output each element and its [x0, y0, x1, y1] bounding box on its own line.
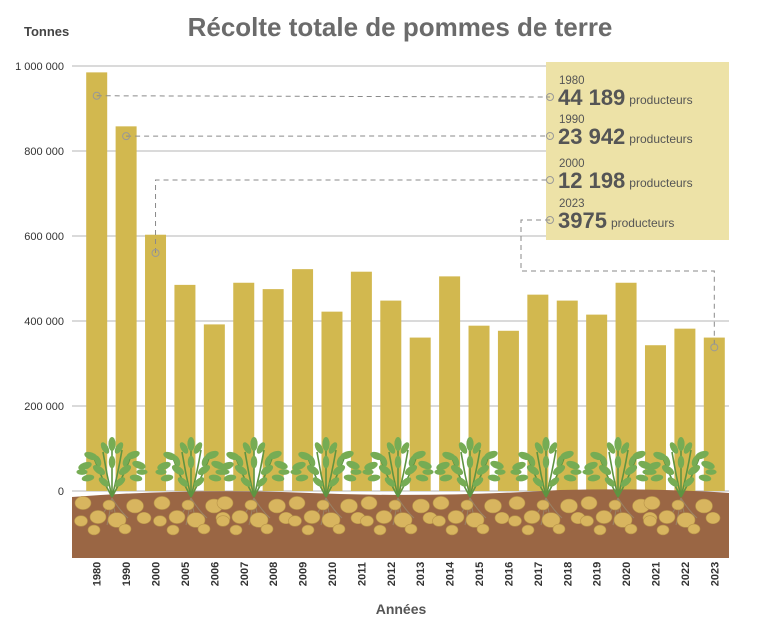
annotation-value: 44 189	[558, 85, 625, 110]
bar	[262, 289, 284, 491]
potato-plant-icon	[360, 437, 438, 536]
annotation-year: 1980	[559, 75, 585, 87]
x-axis-label: Années	[376, 601, 427, 617]
annotation-value: 12 198	[558, 168, 625, 193]
x-tick-label: 1980	[92, 562, 104, 586]
potato-plant-icon	[432, 437, 510, 536]
x-tick-label: 2015	[474, 562, 486, 586]
bar	[145, 234, 167, 491]
bar	[497, 330, 519, 491]
bar	[586, 314, 608, 491]
bar	[203, 324, 225, 491]
x-tick-label: 2006	[209, 562, 221, 586]
x-tick-label: 1990	[121, 562, 133, 586]
annotation-unit: producteurs	[629, 93, 692, 107]
y-tick-label: 200 000	[24, 401, 64, 413]
annotation-leader-line	[155, 179, 550, 253]
bar	[86, 72, 108, 491]
y-tick-label: 600 000	[24, 231, 64, 243]
bar	[615, 282, 637, 491]
x-tick-label: 2008	[268, 562, 280, 586]
annotation-value: 3975	[558, 208, 607, 233]
bar	[556, 300, 578, 491]
producers-info-box	[546, 62, 729, 240]
bar	[674, 328, 696, 491]
x-tick-labels: 1980 1990 2000 2005 2006 2007 2008 2009 2010 2011…	[92, 561, 722, 586]
annotation-unit: producteurs	[629, 132, 692, 146]
bar	[115, 126, 137, 491]
x-tick-label: 2014	[445, 561, 457, 586]
x-tick-label: 2005	[180, 562, 192, 586]
potato-plant-icon	[288, 437, 366, 536]
potato-plant-icon	[508, 437, 586, 536]
annotation-marker	[546, 216, 554, 224]
x-tick-label: 2017	[533, 562, 545, 586]
annotation-year: 1990	[559, 114, 585, 126]
potato-plant-icon	[153, 437, 231, 536]
x-tick-label: 2023	[709, 562, 721, 586]
x-tick-label: 2020	[621, 562, 633, 586]
x-tick-label: 2022	[680, 562, 692, 586]
y-tick-label: 1 000 000	[15, 61, 64, 73]
annotation-marker	[546, 176, 554, 184]
x-tick-label: 2019	[592, 562, 604, 586]
annotation-leader-line	[520, 219, 715, 348]
chart-title: Récolte totale de pommes de terre	[188, 12, 613, 42]
annotation-value: 23 942	[558, 124, 625, 149]
x-tick-label: 2013	[415, 562, 427, 586]
x-tick-label: 2021	[650, 562, 662, 586]
bar	[439, 276, 461, 491]
annotation-marker	[546, 93, 554, 101]
annotation-marker	[151, 249, 160, 257]
x-tick-label: 2000	[151, 562, 163, 586]
annotation-marker	[546, 132, 554, 140]
annotation-marker	[122, 132, 131, 141]
annotation-year: 2000	[559, 158, 585, 170]
bar	[233, 282, 255, 491]
x-tick-label: 2009	[298, 562, 310, 586]
y-tick-label: 800 000	[24, 146, 64, 158]
annotation-leader-line	[96, 95, 551, 98]
y-tick-label: 400 000	[24, 316, 64, 328]
x-tick-label: 2010	[327, 562, 339, 586]
y-tick-label: 0	[58, 486, 64, 498]
potato-plants	[74, 437, 721, 536]
annotation-marker	[710, 343, 719, 352]
bar	[703, 337, 725, 491]
annotation-unit: producteurs	[611, 216, 674, 230]
potato-plant-icon	[216, 437, 294, 536]
x-tick-label: 2012	[386, 562, 398, 586]
bar	[350, 271, 372, 491]
annotation-marker	[92, 91, 101, 100]
annotation-unit: producteurs	[629, 176, 692, 190]
annotation-year: 2023	[559, 198, 585, 210]
potato-plant-icon	[643, 437, 721, 536]
potato-plant-icon	[74, 437, 152, 536]
y-tick-labels: 0 200 000 400 000 600 000 800 000 1 000 000	[15, 61, 64, 498]
x-tick-label: 2018	[562, 562, 574, 586]
x-tick-label: 2007	[239, 562, 251, 586]
bar	[292, 269, 314, 491]
x-tick-label: 2011	[356, 562, 368, 586]
y-axis-label: Tonnes	[24, 24, 69, 39]
x-tick-label: 2016	[503, 562, 515, 586]
